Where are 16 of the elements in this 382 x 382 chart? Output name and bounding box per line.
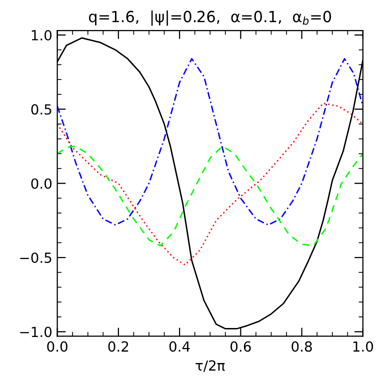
y-tick-label: −0.5 bbox=[20, 252, 52, 264]
chart-title: q=1.6, |ψ|=0.26, α=0.1, α$_{b}$=0 bbox=[88, 10, 332, 26]
x-tick-label: 0.6 bbox=[230, 341, 251, 352]
x-axis-title: τ/2π bbox=[196, 360, 225, 372]
line-series bbox=[57, 102, 363, 266]
x-tick-label: 0.0 bbox=[47, 341, 68, 352]
x-tick-label: 0.8 bbox=[292, 341, 312, 352]
x-tick-label: 0.2 bbox=[108, 341, 128, 352]
y-tick-label: 0.5 bbox=[31, 104, 52, 115]
x-tick-label: 1.0 bbox=[353, 341, 374, 352]
line-series bbox=[57, 58, 363, 226]
y-tick-label: 1.0 bbox=[32, 30, 52, 40]
y-tick-label: 0.0 bbox=[31, 178, 52, 189]
line-series bbox=[57, 146, 363, 246]
y-tick-label: −1.0 bbox=[20, 326, 52, 338]
x-tick-label: 0.4 bbox=[169, 341, 190, 352]
